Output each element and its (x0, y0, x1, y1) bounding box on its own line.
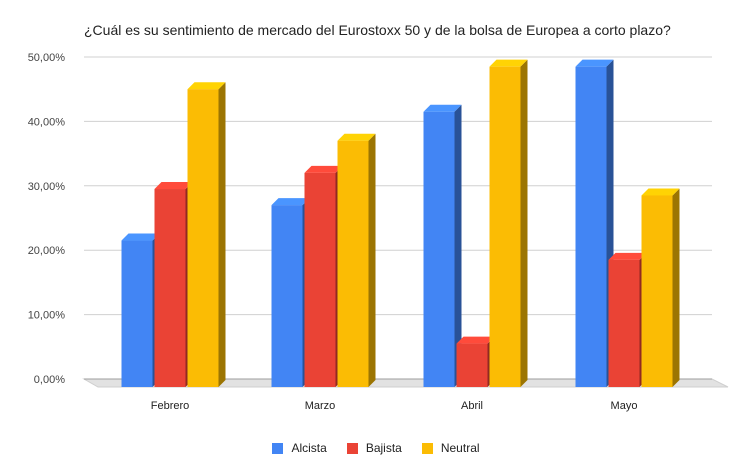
bar-side (368, 133, 376, 387)
y-tick-label: 40,00% (28, 116, 66, 128)
bar-top (641, 188, 680, 196)
bar-top (187, 82, 226, 90)
legend-item: Bajista (346, 441, 402, 455)
bar-bajista-marzo (304, 172, 336, 387)
bar-bajista-mayo (608, 259, 640, 387)
bar-side (520, 59, 528, 387)
bar-bajista-abril (456, 343, 488, 387)
x-tick-label: Marzo (305, 400, 336, 412)
bar-top (489, 59, 528, 67)
bar-top (271, 198, 310, 206)
bar-neutral-abril (489, 66, 521, 387)
x-tick-label: Abril (461, 400, 483, 412)
legend-swatch (272, 442, 284, 454)
x-tick-label: Febrero (151, 400, 190, 412)
y-tick-label: 10,00% (28, 310, 66, 322)
bar-alcista-marzo (271, 205, 303, 387)
bar-top (456, 336, 495, 344)
bar-side (454, 104, 462, 388)
legend-label: Neutral (440, 441, 480, 455)
bar-neutral-mayo (641, 195, 673, 387)
legend-item: Alcista (272, 441, 327, 455)
bar-neutral-febrero (187, 89, 219, 387)
legend-label: Alcista (291, 441, 327, 455)
legend-label: Bajista (365, 441, 402, 455)
bar-top (121, 233, 160, 241)
y-tick-label: 20,00% (28, 245, 66, 257)
bar-top (304, 165, 343, 173)
bar-neutral-marzo (337, 140, 369, 387)
y-tick-label: 50,00% (28, 52, 66, 64)
bar-top (423, 104, 462, 112)
legend-item: Neutral (421, 441, 480, 455)
y-tick-label: 0,00% (34, 374, 65, 386)
y-tick-label: 30,00% (28, 181, 66, 193)
bar-alcista-mayo (575, 66, 607, 387)
x-tick-label: Mayo (611, 400, 638, 412)
legend-swatch (346, 442, 358, 454)
bar-alcista-abril (423, 111, 455, 388)
legend-swatch (421, 442, 433, 454)
bar-top (608, 252, 647, 260)
bar-top (337, 133, 376, 141)
bar-side (672, 188, 680, 387)
chart-title: ¿Cuál es su sentimiento de mercado del E… (84, 22, 671, 38)
bar-bajista-febrero (154, 189, 186, 387)
bar-top (154, 182, 193, 190)
bar-alcista-febrero (121, 240, 153, 387)
bar-side (218, 82, 226, 387)
chart-legend: Alcista Bajista Neutral (0, 441, 752, 455)
bar-top (575, 59, 614, 67)
